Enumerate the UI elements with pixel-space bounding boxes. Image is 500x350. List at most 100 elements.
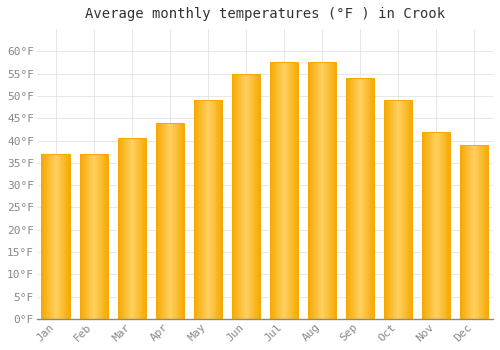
Bar xyxy=(410,100,411,319)
Bar xyxy=(346,78,347,319)
Bar xyxy=(332,63,334,319)
Bar xyxy=(255,74,256,319)
Bar xyxy=(121,138,122,319)
Bar xyxy=(136,138,137,319)
Bar xyxy=(240,74,241,319)
Bar xyxy=(83,154,84,319)
Bar xyxy=(81,154,82,319)
Bar xyxy=(202,100,203,319)
Bar xyxy=(66,154,67,319)
Bar xyxy=(197,100,198,319)
Bar xyxy=(243,74,244,319)
Bar xyxy=(474,145,475,319)
Bar xyxy=(324,63,325,319)
Bar xyxy=(318,63,319,319)
Bar xyxy=(158,123,159,319)
Bar xyxy=(46,154,47,319)
Bar xyxy=(48,154,50,319)
Bar xyxy=(241,74,242,319)
Bar xyxy=(165,123,166,319)
Bar xyxy=(179,123,180,319)
Bar xyxy=(436,132,438,319)
Bar xyxy=(393,100,394,319)
Bar xyxy=(214,100,215,319)
Bar xyxy=(439,132,440,319)
Bar xyxy=(139,138,140,319)
Bar xyxy=(103,154,104,319)
Bar xyxy=(141,138,142,319)
Bar xyxy=(194,100,222,319)
Bar xyxy=(212,100,213,319)
Bar xyxy=(92,154,93,319)
Bar xyxy=(478,145,479,319)
Bar xyxy=(144,138,146,319)
Bar xyxy=(398,100,400,319)
Bar xyxy=(464,145,465,319)
Bar xyxy=(128,138,129,319)
Bar xyxy=(384,100,412,319)
Bar xyxy=(105,154,106,319)
Bar xyxy=(85,154,86,319)
Bar xyxy=(286,63,287,319)
Bar xyxy=(434,132,436,319)
Bar xyxy=(358,78,359,319)
Bar xyxy=(94,154,95,319)
Bar xyxy=(335,63,336,319)
Bar xyxy=(167,123,168,319)
Bar xyxy=(160,123,162,319)
Bar xyxy=(235,74,236,319)
Bar xyxy=(484,145,486,319)
Bar xyxy=(477,145,478,319)
Bar xyxy=(423,132,424,319)
Bar xyxy=(446,132,448,319)
Bar xyxy=(90,154,91,319)
Bar xyxy=(143,138,144,319)
Bar xyxy=(449,132,450,319)
Bar xyxy=(98,154,99,319)
Bar xyxy=(405,100,406,319)
Bar xyxy=(280,63,281,319)
Bar xyxy=(166,123,167,319)
Bar xyxy=(424,132,426,319)
Bar xyxy=(401,100,402,319)
Bar xyxy=(42,154,43,319)
Bar xyxy=(461,145,462,319)
Bar xyxy=(86,154,88,319)
Bar xyxy=(100,154,101,319)
Bar xyxy=(43,154,44,319)
Bar xyxy=(290,63,291,319)
Bar xyxy=(156,123,184,319)
Bar xyxy=(469,145,470,319)
Bar xyxy=(391,100,392,319)
Bar xyxy=(234,74,235,319)
Bar xyxy=(308,63,336,319)
Bar xyxy=(277,63,278,319)
Bar xyxy=(200,100,202,319)
Bar xyxy=(293,63,294,319)
Bar xyxy=(460,145,488,319)
Bar xyxy=(281,63,282,319)
Bar xyxy=(215,100,216,319)
Bar xyxy=(207,100,208,319)
Bar xyxy=(443,132,444,319)
Bar xyxy=(326,63,327,319)
Bar xyxy=(84,154,85,319)
Bar xyxy=(392,100,393,319)
Bar xyxy=(124,138,126,319)
Bar xyxy=(476,145,477,319)
Bar xyxy=(479,145,480,319)
Bar xyxy=(129,138,130,319)
Bar xyxy=(195,100,196,319)
Bar xyxy=(232,74,260,319)
Bar xyxy=(438,132,439,319)
Bar xyxy=(196,100,197,319)
Bar xyxy=(448,132,449,319)
Title: Average monthly temperatures (°F ) in Crook: Average monthly temperatures (°F ) in Cr… xyxy=(85,7,445,21)
Bar xyxy=(430,132,431,319)
Bar xyxy=(395,100,396,319)
Bar xyxy=(314,63,315,319)
Bar xyxy=(176,123,177,319)
Bar xyxy=(96,154,98,319)
Bar xyxy=(327,63,328,319)
Bar xyxy=(118,138,119,319)
